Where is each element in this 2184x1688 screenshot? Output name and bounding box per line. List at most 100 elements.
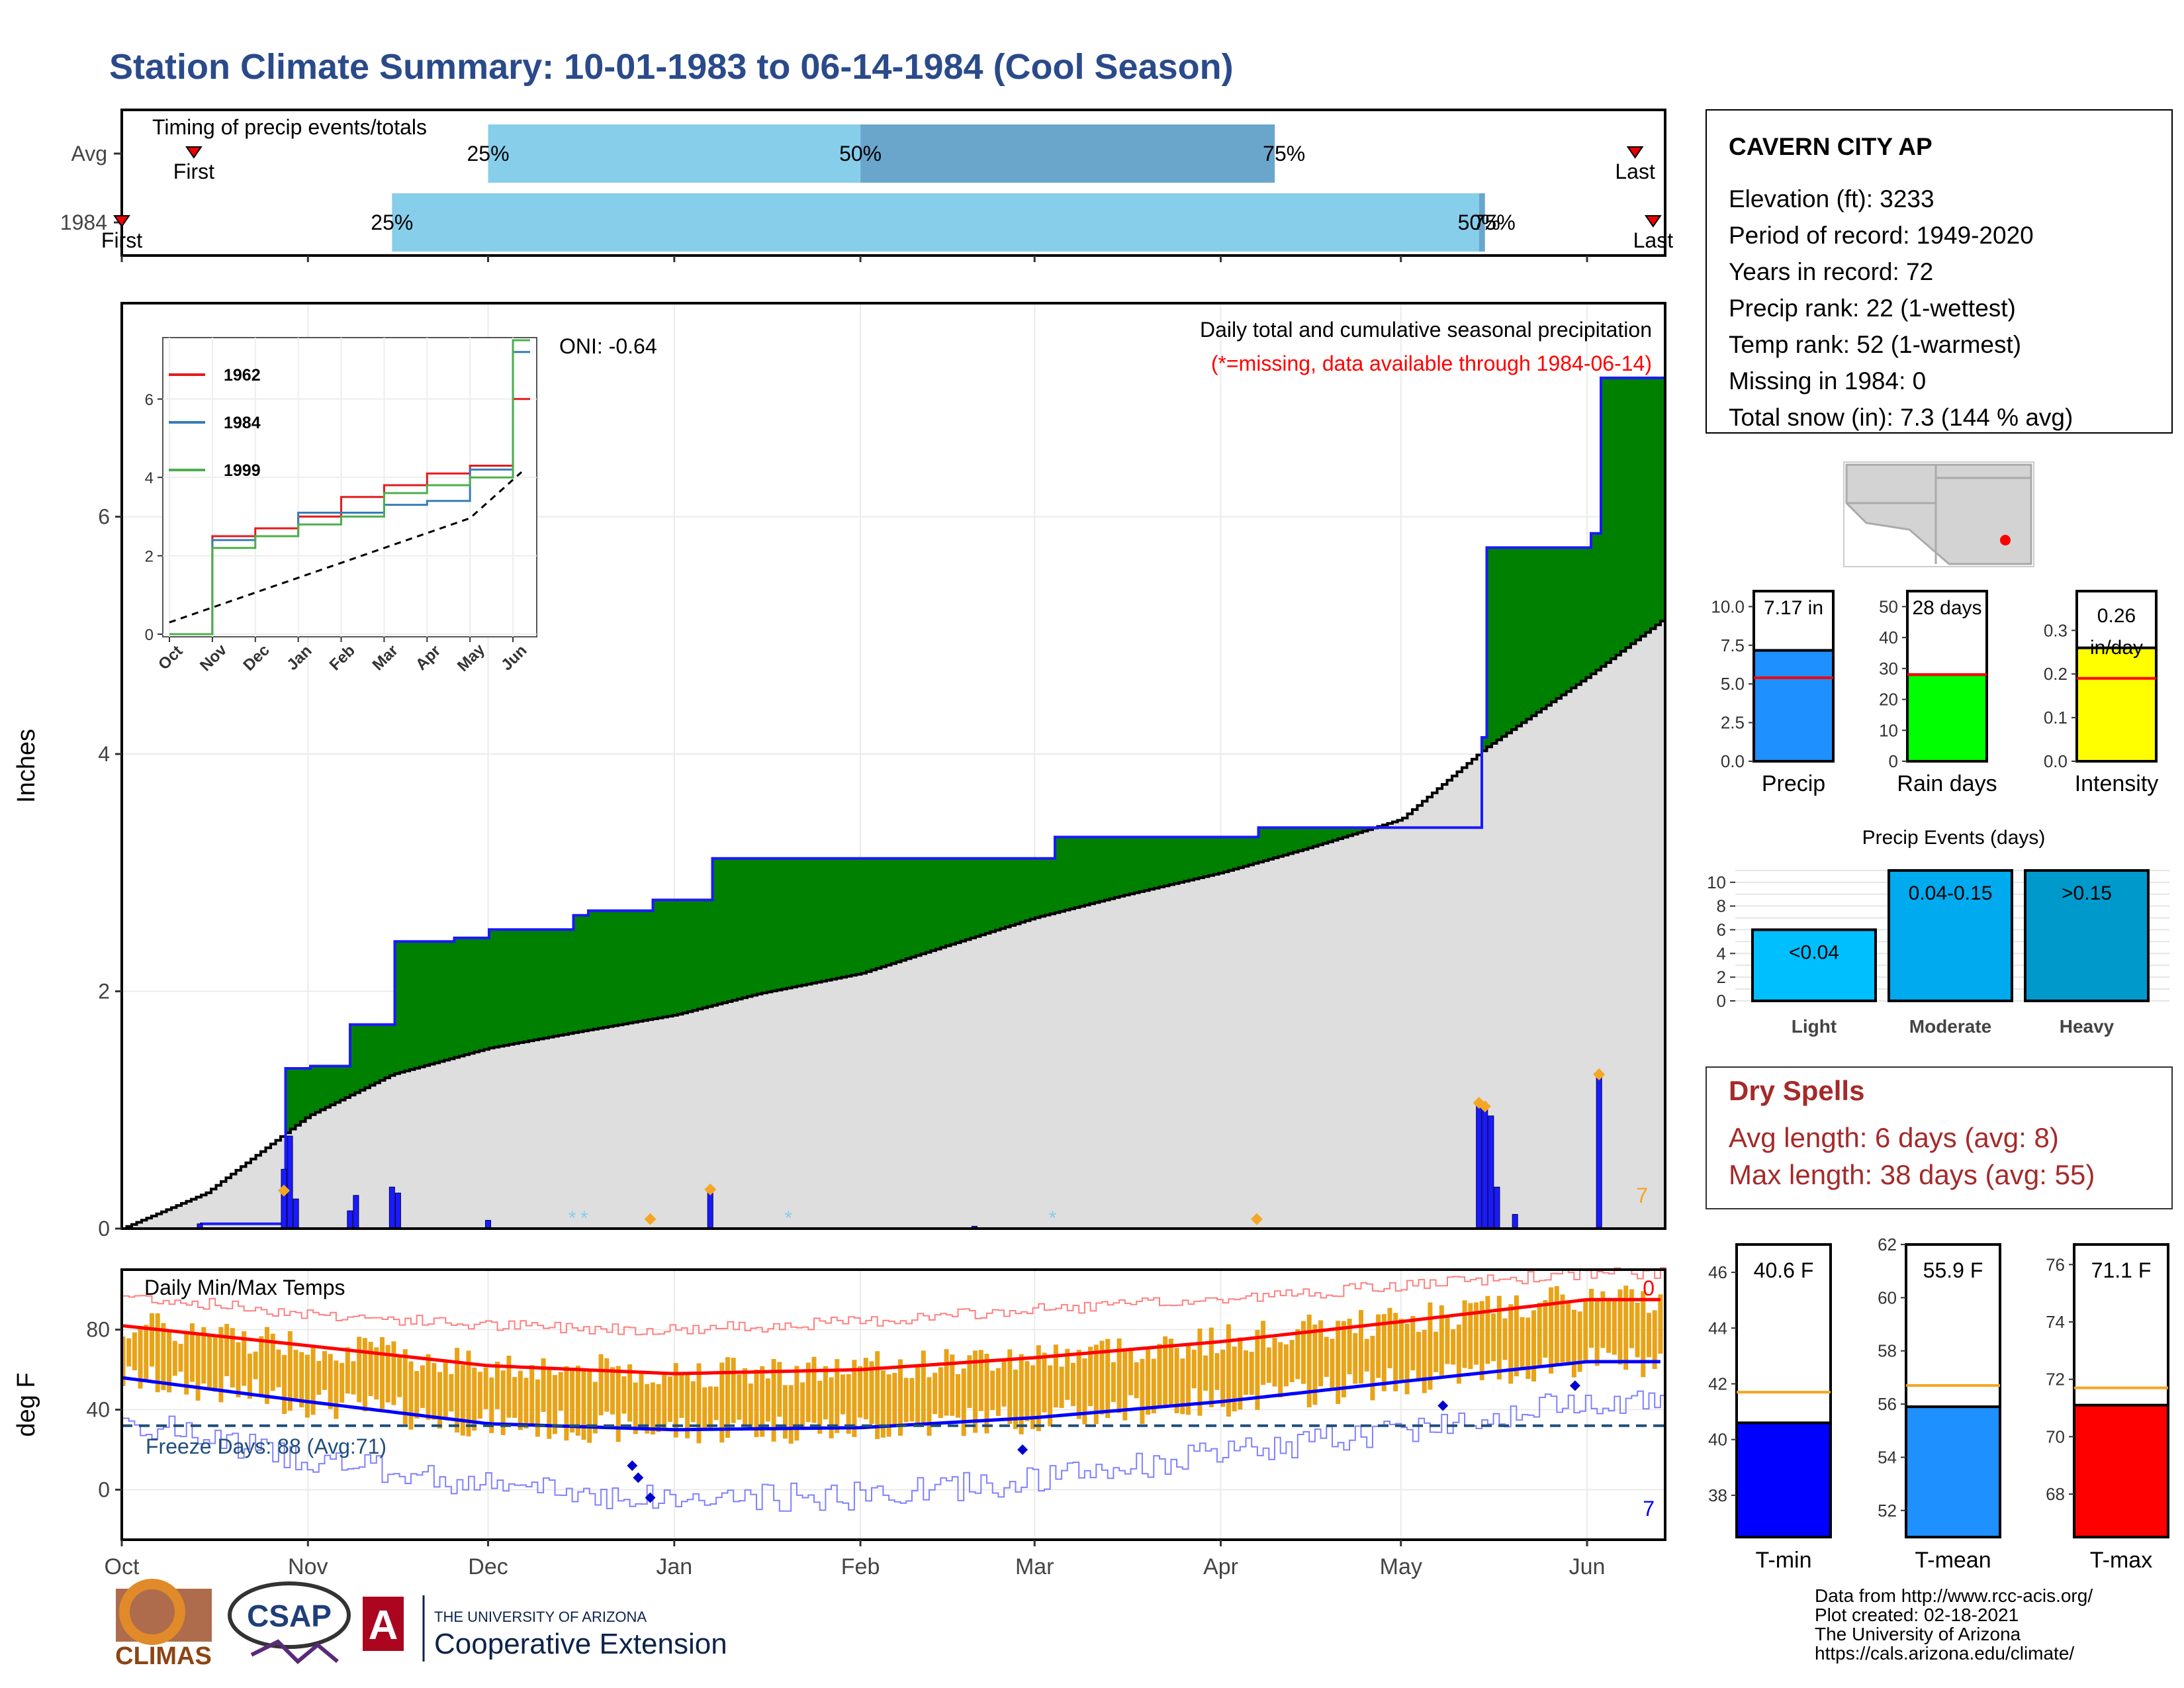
daily-precip-bar [388,1186,395,1229]
daily-temp-bar [1146,1347,1151,1415]
summary-ytick-label: 30 [1879,659,1898,679]
events-ytick-label: 0 [1717,991,1726,1011]
daily-temp-bar [564,1366,569,1441]
daily-temp-bar [357,1336,362,1403]
daily-temp-bar [432,1363,437,1420]
daily-temp-bar [1082,1358,1087,1425]
daily-temp-bar [253,1351,258,1380]
daily-temp-bar [719,1362,725,1443]
daily-temp-bar [385,1344,390,1403]
daily-temp-bar [397,1355,402,1397]
daily-temp-bar [304,1354,310,1418]
timing-q50-q75-bar [860,124,1275,183]
summary-value-label: 7.17 in [1764,597,1823,619]
temp-summary-value-label: 71.1 F [2091,1258,2152,1282]
daily-temp-bar [172,1340,177,1376]
timing-q25-label: 25% [371,211,413,234]
daily-temp-bar [737,1374,742,1420]
daily-temp-bar [523,1378,529,1429]
climas-text: CLIMAS [115,1642,212,1670]
page-title: Station Climate Summary: 10-01-1983 to 0… [109,47,1234,87]
ua-small-text: THE UNIVERSITY OF ARIZONA [434,1609,647,1625]
summary-ytick-label: 2.5 [1721,713,1745,733]
temp-corner-bottom: 7 [1643,1497,1655,1521]
daily-temp-bar [287,1331,293,1411]
daily-temp-bar [1433,1331,1439,1372]
daily-temp-bar [1462,1300,1467,1368]
precip-title: Daily total and cumulative seasonal prec… [1200,318,1652,342]
events-bar-Light [1751,928,1877,1002]
daily-temp-bar [1560,1294,1565,1363]
summary-ytick-label: 10 [1879,720,1898,740]
timing-q50-label: 50% [839,142,882,165]
summary-bar-Precip [1752,649,1835,763]
daily-temp-bar [1554,1286,1559,1366]
precip-ytick-label: 4 [98,742,110,766]
temp-summary-ytick-label: 60 [1878,1288,1897,1307]
daily-temp-bar [1024,1361,1030,1421]
temp-summary-ytick-label: 44 [1708,1318,1727,1338]
daily-temp-bar [639,1370,644,1428]
events-ytick-label: 6 [1717,920,1726,940]
surplus-area [122,377,1666,1229]
summary-value-unit: in/day [2090,637,2143,659]
daily-temp-bar [1318,1320,1324,1387]
temp-summary-label: T-max [2090,1548,2152,1573]
daily-temp-bar [1387,1307,1392,1368]
temp-summary-label: T-min [1756,1548,1812,1573]
daily-temp-bar [1197,1328,1203,1416]
daily-temp-bar [1232,1346,1237,1412]
daily-temp-bar [189,1323,195,1382]
inset-legend-label: 1984 [224,414,261,432]
daily-temp-bar [1099,1340,1105,1415]
daily-temp-bar [1514,1295,1519,1377]
daily-temp-bar [1381,1314,1387,1391]
daily-temp-bar [921,1350,926,1423]
daily-temp-bar [178,1344,183,1372]
temp-summary-ytick-label: 52 [1878,1501,1897,1521]
daily-temp-bar [230,1328,235,1387]
daily-temp-bar [1053,1344,1058,1408]
temp-summary-ytick-label: 72 [2046,1370,2065,1389]
daily-temp-bar [1398,1319,1404,1380]
daily-temp-bar [1214,1353,1220,1390]
daily-temp-bar [155,1313,160,1393]
daily-temp-bar [984,1353,989,1434]
ua-logo: A THE UNIVERSITY OF ARIZONA Cooperative … [363,1595,727,1662]
record-low-marker [1437,1400,1449,1411]
summary-ytick-label: 20 [1879,690,1898,710]
station-info-line: Precip rank: 22 (1-wettest) [1729,295,2016,322]
daily-precip-bar [293,1198,299,1229]
daily-temp-bar [426,1354,431,1420]
daily-temp-bar [852,1360,857,1437]
daily-temp-bar [1641,1291,1646,1378]
daily-temp-bar [1612,1298,1617,1355]
daily-temp-bar [995,1368,1001,1416]
daily-temp-bar [150,1313,154,1367]
record-low-line [123,1390,1666,1512]
month-label: Jun [1569,1554,1606,1579]
daily-temp-bar [800,1382,805,1429]
ua-big-text: Cooperative Extension [434,1628,727,1660]
daily-temp-bar [126,1338,132,1367]
station-location-dot [2000,535,2011,545]
daily-temp-bar [138,1326,143,1389]
temp-title: Daily Min/Max Temps [144,1276,345,1299]
daily-temp-bar [668,1376,672,1422]
daily-temp-bar [1111,1362,1116,1402]
daily-temp-bar [1134,1362,1139,1399]
temp-ytick-label: 80 [86,1318,110,1342]
precip-frame [120,302,1666,1230]
daily-temp-bar [1065,1348,1070,1400]
temp-summary-ytick-label: 56 [1878,1394,1897,1414]
daily-temp-bar [1019,1354,1024,1434]
daily-temp-bar [207,1335,212,1389]
timing-panel: Timing of precip events/totals Avg 25% 50%… [0,93,1673,262]
station-info-box: CAVERN CITY AP Elevation (ft): 3233 Perio… [1706,109,2173,434]
daily-temp-bar [1445,1315,1450,1364]
daily-temp-bar [788,1385,794,1444]
temp-summary-bars: 38 40 42 44 46 40.6 F T-min 52 54 56 58 60 62 55.9 F T… [1708,1235,2169,1573]
daily-temp-bar [645,1383,650,1434]
summary-ytick-label: 0.0 [2044,751,2068,771]
